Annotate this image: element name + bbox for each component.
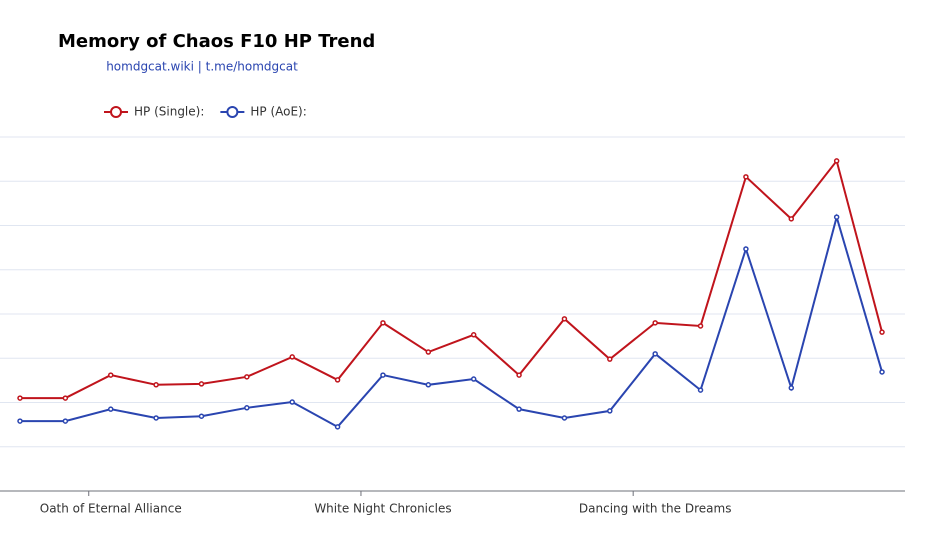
series-line bbox=[20, 158, 883, 400]
data-point bbox=[244, 374, 250, 380]
legend: HP (Single): HP (AoE): bbox=[104, 105, 307, 119]
data-point bbox=[107, 406, 114, 412]
data-point bbox=[833, 214, 840, 220]
data-point bbox=[697, 323, 704, 329]
data-point bbox=[516, 372, 522, 378]
x-tick-label: Dancing with the Dreams bbox=[579, 502, 732, 516]
data-point bbox=[470, 376, 477, 382]
data-point bbox=[697, 387, 704, 393]
legend-symbol bbox=[226, 106, 239, 118]
data-point bbox=[879, 369, 885, 375]
data-point bbox=[743, 246, 749, 252]
data-point bbox=[380, 372, 386, 378]
data-point bbox=[289, 399, 295, 405]
legend-symbol bbox=[110, 106, 122, 118]
data-point bbox=[17, 395, 23, 401]
data-point bbox=[788, 385, 795, 391]
data-point bbox=[425, 349, 432, 355]
data-point bbox=[334, 424, 341, 430]
series-line bbox=[20, 213, 883, 429]
data-point bbox=[62, 418, 69, 424]
chart-subtitle: homdgcat.wiki | t.me/homdgcat bbox=[106, 60, 298, 74]
data-point bbox=[607, 356, 613, 362]
data-point bbox=[425, 382, 432, 388]
data-point bbox=[879, 329, 885, 335]
data-point bbox=[652, 351, 658, 357]
data-point bbox=[470, 332, 477, 338]
data-point bbox=[380, 320, 386, 326]
data-point bbox=[107, 372, 114, 378]
data-point bbox=[62, 395, 69, 401]
x-tick-label: White Night Chronicles bbox=[314, 502, 451, 516]
data-point bbox=[561, 415, 568, 421]
data-point bbox=[153, 382, 159, 388]
data-point bbox=[607, 408, 613, 414]
chart-title: Memory of Chaos F10 HP Trend bbox=[58, 31, 375, 52]
data-point bbox=[17, 418, 23, 424]
data-point bbox=[198, 381, 205, 387]
data-point bbox=[289, 354, 295, 360]
legend-label: HP (Single): bbox=[134, 105, 204, 119]
data-point bbox=[244, 405, 250, 411]
legend-label: HP (AoE): bbox=[250, 105, 306, 119]
data-point bbox=[833, 158, 840, 164]
data-point bbox=[561, 316, 568, 322]
data-point bbox=[652, 320, 658, 326]
data-point bbox=[334, 377, 341, 383]
data-point bbox=[788, 216, 795, 222]
x-tick-label: Oath of Eternal Alliance bbox=[40, 502, 182, 516]
data-point bbox=[743, 174, 749, 180]
data-point bbox=[153, 415, 159, 421]
data-point bbox=[198, 413, 205, 419]
data-point bbox=[516, 406, 522, 412]
